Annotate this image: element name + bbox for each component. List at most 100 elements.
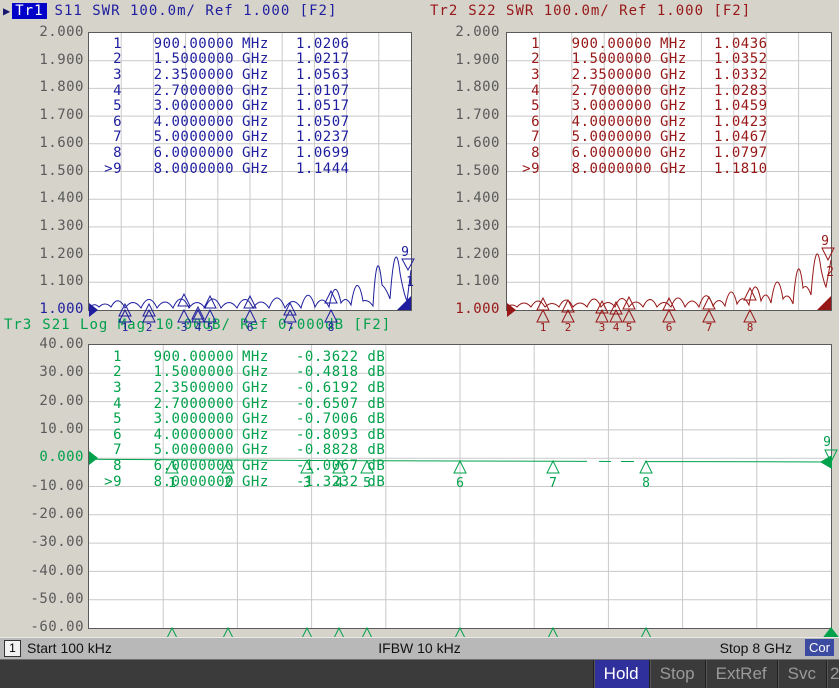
marker-row: >9 8.0000000 GHz 1.1810: [522, 160, 768, 177]
marker-row: 4 2.7000000 GHz 1.0107: [113, 82, 350, 99]
marker-row: 2 1.5000000 GHz -0.4818 dB: [113, 364, 386, 381]
marker-row: 1 900.00000 MHz 1.0206: [113, 35, 350, 52]
tr2-grid: [507, 33, 831, 310]
y-axis-label: 1.100: [455, 273, 500, 289]
svg-text:1: 1: [122, 321, 129, 334]
stop-frequency-label: Stop 8 GHz: [719, 640, 792, 656]
svg-text:4: 4: [335, 476, 343, 491]
y-axis-label: 1.700: [39, 107, 84, 123]
y-axis-label: -20.00: [30, 506, 84, 522]
y-axis-label: 2.000: [455, 24, 500, 40]
tr2-marker-triangles: [536, 247, 835, 323]
tr2-plot-svg: 1 2 3 4 5 6 7 8 9 2: [506, 33, 835, 334]
tr2-plot-area[interactable]: 1 2 3 4 5 6 7 8 9 2: [506, 32, 835, 334]
y-axis-label: 1.700: [455, 107, 500, 123]
y-axis-ref-label: 1.000: [39, 301, 84, 317]
marker-row: >9 8.0000000 GHz 1.1444: [104, 160, 350, 177]
tr2-active-marker-digit: 9: [821, 234, 829, 249]
tr1-marker-triangles: [118, 258, 415, 323]
tr2-title-bar[interactable]: Tr2 S22 SWR 100.0m/ Ref 1.000 [F2]: [430, 3, 751, 19]
tr2-trace-number: 2: [826, 265, 834, 280]
tr1-marker-digits: 1 2 3 4 5 6 7 8: [122, 321, 335, 334]
svc-button[interactable]: Svc: [776, 660, 826, 688]
marker-row: 4 2.7000000 GHz 1.0283: [531, 82, 768, 99]
tr1-active-marker-digit: 9: [401, 245, 409, 260]
marker-row: 7 5.0000000 GHz -0.8828 dB: [113, 442, 386, 459]
system-bar: Hold Stop ExtRef Svc 2: [0, 660, 839, 688]
tr2-marker-table: 1 900.00000 MHz 1.0436 2 1.5000000 GHz 1.0352 …: [516, 36, 768, 177]
y-axis-label: 30.00: [39, 364, 84, 380]
y-axis-label: 1.900: [39, 52, 84, 68]
start-frequency-label: Start 100 kHz: [27, 640, 112, 656]
y-axis-label: 2.000: [39, 24, 84, 40]
tr3-active-marker-digit: 9: [823, 435, 831, 450]
svg-text:7: 7: [706, 321, 713, 334]
tr1-title-text: S11 SWR 100.0m/ Ref 1.000 [F2]: [54, 3, 338, 19]
tr1-grid: [89, 33, 411, 310]
extref-button[interactable]: ExtRef: [704, 660, 777, 688]
channel-number-box: 1: [4, 640, 21, 657]
tr3-plot-area[interactable]: 1 2 3 4 5 6 7 8 9: [88, 344, 839, 641]
ifbw-label: IFBW 10 kHz: [378, 640, 461, 656]
svg-text:3: 3: [303, 476, 311, 491]
svg-text:5: 5: [626, 321, 633, 334]
y-axis-label: 1.800: [455, 79, 500, 95]
y-axis-label: 1.500: [39, 163, 84, 179]
tr3-marker-digits: 1 2 3 4 5 6 7 8: [168, 476, 650, 491]
marker-row: 7 5.0000000 GHz 1.0237: [113, 129, 350, 146]
tr3-trace: [88, 458, 832, 463]
tr1-marker-table: 1 900.00000 MHz 1.0206 2 1.5000000 GHz 1.0217 …: [98, 35, 350, 177]
hold-button[interactable]: Hold: [592, 660, 649, 688]
svg-text:6: 6: [247, 321, 254, 334]
marker-row: 4 2.7000000 GHz -0.6507 dB: [113, 395, 386, 412]
y-axis-label: 1.900: [455, 52, 500, 68]
y-axis-label: 1.200: [39, 246, 84, 262]
tr1-active-marker-stimulus-icon: [397, 296, 411, 310]
stop-button[interactable]: Stop: [648, 660, 705, 688]
marker-row: 6 4.0000000 GHz -0.8093 dB: [113, 426, 386, 443]
marker-row: 5 3.0000000 GHz -0.7006 dB: [113, 411, 386, 428]
tr3-marker-table: 1 900.00000 MHz -0.3622 dB 2 1.5000000 GHz -0.…: [98, 348, 386, 490]
marker-row: 8 6.0000000 GHz -1.0067 dB: [113, 457, 386, 474]
marker-row: 8 6.0000000 GHz 1.0699: [113, 144, 350, 161]
svg-text:1: 1: [168, 476, 176, 491]
tr2-ref-arrow-icon: [507, 303, 516, 317]
marker-row: 3 2.3500000 GHz -0.6192 dB: [113, 379, 386, 396]
svg-text:6: 6: [456, 476, 464, 491]
y-axis-label: 1.600: [455, 135, 500, 151]
tr3-title-bar[interactable]: Tr3 S21 Log Mag 10.00dB/ Ref 0.000dB [F2…: [4, 317, 391, 333]
y-axis-label: -60.00: [30, 619, 84, 635]
y-axis-label: 1.100: [39, 273, 84, 289]
marker-row: 6 4.0000000 GHz 1.0423: [531, 113, 768, 130]
y-axis-label: 1.300: [455, 218, 500, 234]
svg-text:3: 3: [599, 321, 606, 334]
tr2-title-text: S22 SWR 100.0m/ Ref 1.000 [F2]: [468, 3, 752, 19]
svg-text:2: 2: [565, 321, 572, 334]
svg-text:2: 2: [224, 476, 232, 491]
y-axis-label: 1.500: [455, 163, 500, 179]
svg-text:1: 1: [540, 321, 547, 334]
partial-button[interactable]: 2: [826, 660, 839, 688]
svg-text:8: 8: [328, 321, 335, 334]
y-axis-label: -40.00: [30, 563, 84, 579]
svg-text:7: 7: [549, 476, 557, 491]
tr1-title-bar[interactable]: ▶ Tr1 S11 SWR 100.0m/ Ref 1.000 [F2]: [3, 3, 347, 19]
marker-row: 1 900.00000 MHz -0.3622 dB: [113, 348, 386, 365]
svg-text:4: 4: [613, 321, 620, 334]
tr1-trace: [88, 256, 412, 310]
svg-text:7: 7: [287, 321, 294, 334]
tr1-plot-area[interactable]: 1 2 3 4 5 6 7 8 9 1: [88, 32, 415, 334]
tr1-trace-number: 1: [406, 275, 414, 290]
marker-row: 2 1.5000000 GHz 1.0217: [113, 51, 350, 68]
y-axis-label: 1.400: [39, 190, 84, 206]
y-axis-label: 1.300: [39, 218, 84, 234]
tr3-grid: [89, 345, 831, 628]
y-axis-label: 1.400: [455, 190, 500, 206]
svg-text:3: 3: [181, 321, 188, 334]
y-axis-label: 10.00: [39, 421, 84, 437]
marker-row: >9 8.0000000 GHz -1.3232 dB: [104, 473, 386, 490]
tr2-active-marker-stimulus-icon: [817, 296, 831, 310]
marker-row: 8 6.0000000 GHz 1.0797: [531, 144, 768, 161]
marker-row: 3 2.3500000 GHz 1.0563: [113, 66, 350, 83]
